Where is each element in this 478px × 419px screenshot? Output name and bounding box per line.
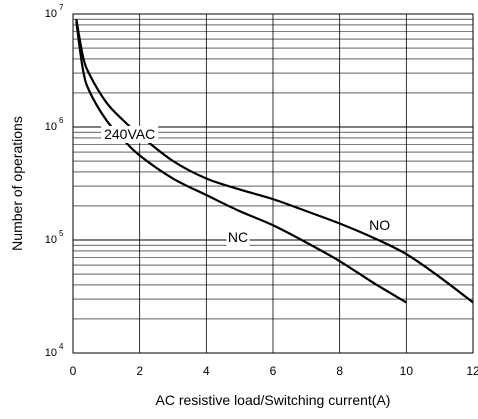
x-tick-label: 10	[400, 364, 414, 378]
annotation-no: NO	[369, 217, 390, 233]
y-tick-label: 10	[45, 347, 57, 359]
x-axis-label: AC resistive load/Switching current(A)	[156, 392, 391, 408]
y-tick-exponent: 5	[59, 229, 64, 238]
y-axis-label: Number of operations	[9, 116, 25, 251]
y-tick-label: 10	[45, 121, 57, 133]
y-tick-label: 10	[45, 234, 57, 246]
y-tick-exponent: 6	[59, 116, 64, 125]
y-tick-exponent: 4	[59, 342, 64, 351]
plot-frame	[72, 13, 474, 354]
series-lines	[75, 18, 474, 304]
y-tick-label: 10	[45, 8, 57, 20]
x-tick-label: 12	[466, 364, 478, 378]
series-line-no	[75, 18, 474, 304]
annotation-nc-bg	[226, 228, 250, 246]
x-tick-label: 2	[136, 364, 143, 378]
annotation-nc: NC	[228, 229, 248, 245]
grid-lines	[72, 14, 474, 354]
y-tick-exponent: 7	[59, 3, 64, 12]
annotation-no-bg	[368, 217, 392, 235]
x-tick-label: 8	[336, 364, 343, 378]
annotations: 240VAC NO NC	[101, 125, 392, 246]
series-line-nc	[75, 21, 407, 304]
x-tick-label: 4	[203, 364, 210, 378]
x-tick-label: 0	[70, 364, 77, 378]
annotation-240vac-bg	[101, 125, 159, 143]
x-tick-label: 6	[270, 364, 277, 378]
annotation-240vac: 240VAC	[104, 126, 155, 142]
